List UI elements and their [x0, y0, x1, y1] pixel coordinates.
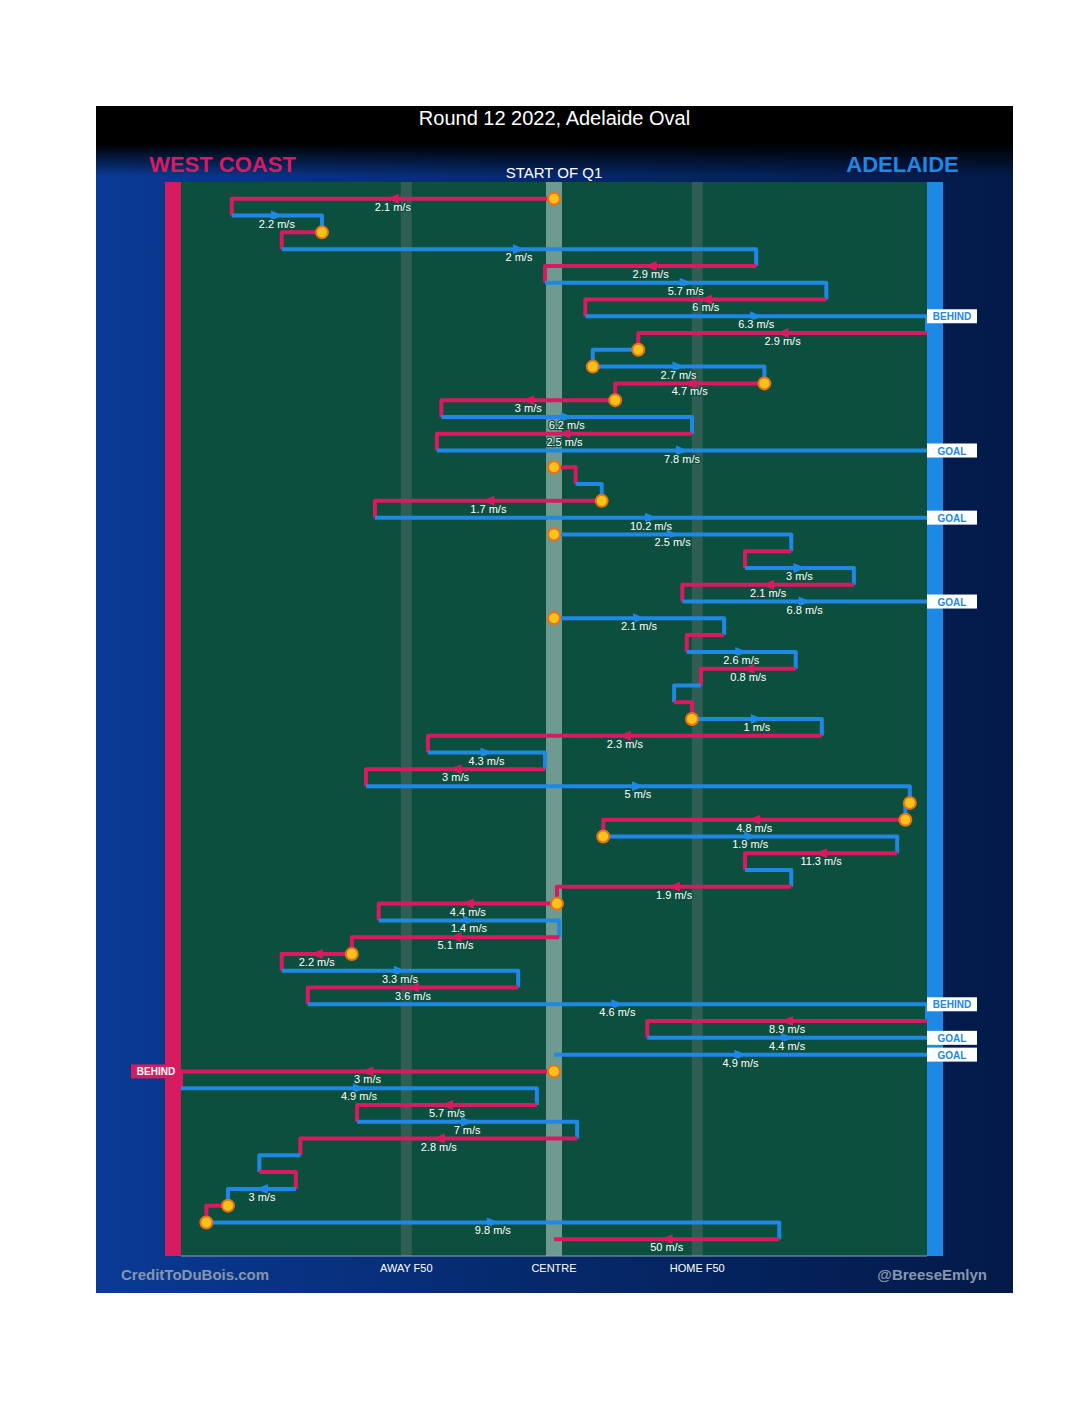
svg-text:4.3 m/s: 4.3 m/s [468, 755, 505, 767]
svg-text:4.9 m/s: 4.9 m/s [722, 1057, 759, 1069]
svg-text:3 m/s: 3 m/s [515, 402, 542, 414]
html-text:ADELAIDE: ADELAIDE [846, 152, 959, 177]
svg-text:2.5 m/s: 2.5 m/s [655, 536, 692, 548]
svg-text:6.8 m/s: 6.8 m/s [787, 604, 824, 616]
svg-text:2.7 m/s: 2.7 m/s [661, 369, 698, 381]
svg-text:6 m/s: 6 m/s [692, 301, 719, 313]
svg-text:11.3 m/s: 11.3 m/s [800, 855, 842, 867]
svg-text:CENTRE: CENTRE [531, 1262, 576, 1274]
svg-text:GOAL: GOAL [938, 446, 967, 457]
svg-text:2.2 m/s: 2.2 m/s [259, 218, 296, 230]
html-text:Round 12 2022, Adelaide Oval: Round 12 2022, Adelaide Oval [418, 107, 691, 129]
svg-text:AWAY F50: AWAY F50 [380, 1262, 433, 1274]
svg-text:4.7 m/s: 4.7 m/s [672, 385, 709, 397]
svg-text:4.4 m/s: 4.4 m/s [450, 906, 487, 918]
svg-text:2.9 m/s: 2.9 m/s [633, 268, 670, 280]
svg-text:6.2 m/s: 6.2 m/s [549, 419, 586, 431]
svg-text:1.4 m/s: 1.4 m/s [451, 922, 488, 934]
svg-text:50 m/s: 50 m/s [650, 1241, 684, 1253]
svg-text:3 m/s: 3 m/s [354, 1073, 381, 1085]
svg-text:2.9 m/s: 2.9 m/s [765, 335, 802, 347]
svg-text:7.8 m/s: 7.8 m/s [664, 453, 701, 465]
svg-text:3 m/s: 3 m/s [442, 771, 469, 783]
svg-text:1.9 m/s: 1.9 m/s [656, 889, 693, 901]
svg-text:0.8 m/s: 0.8 m/s [730, 671, 767, 683]
svg-text:5.7 m/s: 5.7 m/s [668, 285, 705, 297]
svg-text:HOME F50: HOME F50 [670, 1262, 725, 1274]
svg-text:BEHIND: BEHIND [933, 999, 971, 1010]
svg-text:GOAL: GOAL [938, 1050, 967, 1061]
svg-text:1.7 m/s: 1.7 m/s [470, 503, 507, 515]
svg-text:5.7 m/s: 5.7 m/s [429, 1107, 466, 1119]
svg-text:2.1 m/s: 2.1 m/s [621, 620, 658, 632]
svg-text:2.5 m/s: 2.5 m/s [546, 436, 583, 448]
svg-text:3 m/s: 3 m/s [248, 1191, 275, 1203]
svg-text:GOAL: GOAL [938, 1033, 967, 1044]
svg-text:2.3 m/s: 2.3 m/s [607, 738, 644, 750]
svg-text:8.9 m/s: 8.9 m/s [769, 1023, 806, 1035]
svg-text:BEHIND: BEHIND [933, 311, 971, 322]
svg-text:3 m/s: 3 m/s [786, 570, 813, 582]
svg-text:GOAL: GOAL [938, 513, 967, 524]
svg-text:6.3 m/s: 6.3 m/s [738, 318, 775, 330]
html-text:@BreeseEmlyn: @BreeseEmlyn [877, 1266, 987, 1283]
svg-text:10.2 m/s: 10.2 m/s [630, 520, 673, 532]
svg-text:4.8 m/s: 4.8 m/s [736, 822, 773, 834]
svg-text:4.4 m/s: 4.4 m/s [769, 1040, 806, 1052]
svg-text:5.1 m/s: 5.1 m/s [437, 939, 474, 951]
svg-text:2 m/s: 2 m/s [505, 251, 532, 263]
svg-text:4.9 m/s: 4.9 m/s [341, 1090, 378, 1102]
svg-text:2.8 m/s: 2.8 m/s [421, 1141, 458, 1153]
html-text:CreditToDuBois.com: CreditToDuBois.com [121, 1266, 270, 1283]
svg-text:GOAL: GOAL [938, 597, 967, 608]
svg-text:2.6 m/s: 2.6 m/s [723, 653, 760, 666]
html-text:START OF Q1: START OF Q1 [505, 164, 603, 181]
svg-text:BEHIND: BEHIND [137, 1066, 175, 1077]
svg-text:5 m/s: 5 m/s [624, 788, 651, 800]
svg-text:2.1 m/s: 2.1 m/s [750, 587, 787, 599]
svg-text:7 m/s: 7 m/s [454, 1124, 481, 1136]
svg-text:1 m/s: 1 m/s [743, 721, 770, 733]
svg-text:4.6 m/s: 4.6 m/s [599, 1006, 636, 1018]
svg-text:1.9 m/s: 1.9 m/s [732, 838, 769, 850]
svg-text:2.2 m/s: 2.2 m/s [299, 956, 336, 968]
svg-text:2.1 m/s: 2.1 m/s [375, 201, 412, 213]
html-text:WEST COAST: WEST COAST [149, 152, 296, 177]
svg-text:3.6 m/s: 3.6 m/s [395, 990, 432, 1002]
svg-text:3.3 m/s: 3.3 m/s [382, 973, 419, 985]
svg-text:9.8 m/s: 9.8 m/s [475, 1224, 512, 1236]
